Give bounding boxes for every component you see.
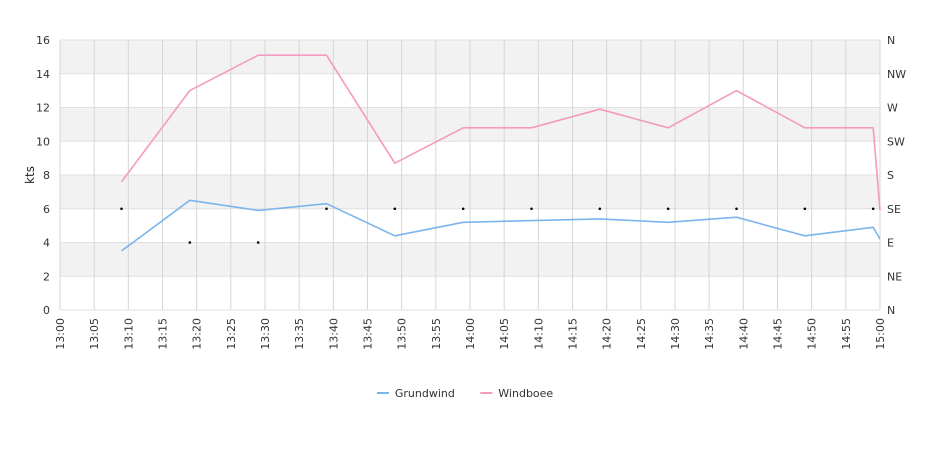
series-lines (120, 54, 881, 252)
x-tick-label: 14:20 (601, 318, 614, 350)
x-tick-label: 14:15 (567, 318, 580, 350)
legend-item-windboee[interactable]: Windboee (480, 387, 553, 400)
x-tick-label: 14:10 (532, 318, 545, 350)
direction-point (325, 207, 328, 211)
y-tick-label: 2 (43, 270, 50, 283)
x-tick-label: 13:50 (396, 318, 409, 350)
y2-tick-label: NE (887, 270, 902, 283)
x-tick-label: 13:55 (430, 318, 443, 350)
x-tick-label: 13:30 (259, 318, 272, 350)
x-tick-label: 13:40 (327, 318, 340, 350)
direction-point (598, 207, 602, 211)
y-tick-label: 16 (36, 34, 50, 47)
x-tick-label: 14:30 (669, 318, 682, 350)
x-tick-label: 14:00 (464, 318, 477, 350)
y-tick-label: 14 (36, 68, 50, 81)
x-axis-ticks: 13:00 13:05 13:10 13:15 13:20 13:25 13:30 13:35… (54, 318, 887, 350)
x-tick-label: 13:10 (122, 318, 135, 350)
series-line-grundwind (121, 199, 881, 252)
y-tick-label: 0 (43, 304, 50, 317)
y2-tick-label: S (887, 169, 894, 182)
y2-tick-label: NW (887, 68, 906, 81)
y-tick-label: 6 (43, 203, 50, 216)
x-tick-label: 14:05 (498, 318, 511, 350)
y-tick-label: 8 (43, 169, 50, 182)
direction-point (735, 207, 738, 211)
x-tick-label: 13:35 (293, 318, 306, 350)
y2-tick-label: W (887, 102, 898, 115)
y-tick-label: 10 (36, 135, 50, 148)
x-tick-label: 13:45 (362, 318, 375, 350)
legend-label: Windboee (498, 387, 553, 400)
series-line-windboee (120, 54, 881, 211)
direction-point (803, 207, 807, 211)
direction-point (530, 207, 533, 211)
y2-tick-label: SE (887, 203, 901, 216)
x-tick-label: 13:05 (88, 318, 101, 350)
direction-point (393, 207, 397, 211)
y-axis-label: kts (23, 166, 37, 184)
direction-point (871, 207, 875, 211)
direction-point (461, 207, 465, 211)
legend-label: Grundwind (395, 387, 455, 400)
x-tick-label: 14:50 (806, 318, 819, 350)
direction-point (256, 241, 260, 244)
y2-tick-label: SW (887, 135, 905, 148)
direction-point (120, 207, 123, 211)
y2-tick-label: E (887, 237, 894, 250)
direction-point (666, 207, 670, 211)
x-tick-label: 13:20 (191, 318, 204, 350)
y2-tick-label: N (887, 34, 895, 47)
x-tick-label: 14:35 (703, 318, 716, 350)
legend-item-grundwind[interactable]: Grundwind (376, 387, 455, 400)
x-tick-label: 13:00 (54, 318, 67, 350)
x-tick-label: 14:55 (840, 318, 853, 350)
y-tick-label: 4 (43, 237, 50, 250)
x-tick-label: 13:15 (157, 318, 170, 350)
legend: Grundwind Windboee (376, 387, 553, 400)
y2-axis-ticks: N NE E SE S SW W NW N (887, 34, 906, 317)
x-tick-label: 14:45 (772, 318, 785, 350)
x-tick-label: 13:25 (225, 318, 238, 350)
y-axis-ticks: 0 2 4 6 8 10 12 14 16 (36, 34, 50, 317)
x-tick-label: 15:00 (874, 318, 887, 350)
direction-points (120, 207, 875, 244)
x-tick-label: 14:40 (737, 318, 750, 350)
y2-tick-label: N (887, 304, 895, 317)
x-tick-label: 14:25 (635, 318, 648, 350)
direction-point (188, 241, 192, 244)
vertical-gridlines (59, 40, 881, 310)
y-tick-label: 12 (36, 102, 50, 115)
